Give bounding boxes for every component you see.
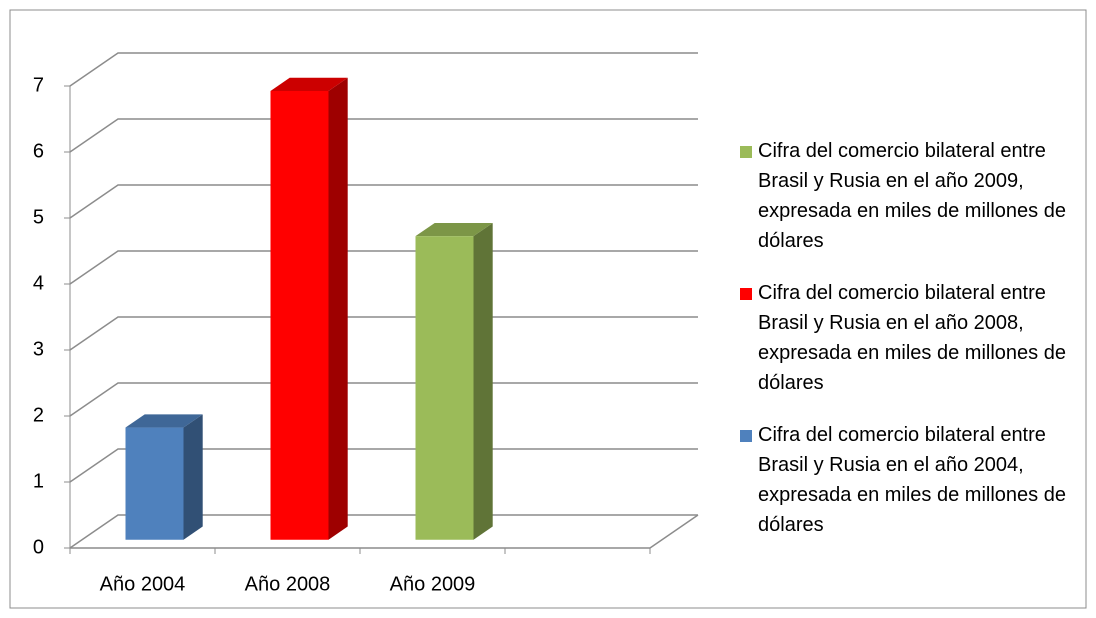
grid-line — [69, 316, 698, 351]
legend-swatch — [740, 430, 752, 442]
y-tick-label: 4 — [33, 272, 44, 294]
y-tick-label: 0 — [33, 536, 44, 558]
bar-side — [473, 222, 493, 540]
legend-entry: Cifra del comercio bilateral entre Brasi… — [740, 278, 1080, 398]
y-tick-label: 1 — [33, 470, 44, 492]
grid-line — [69, 52, 698, 87]
legend-entry: Cifra del comercio bilateral entre Brasi… — [740, 420, 1080, 540]
legend-swatch — [740, 288, 752, 300]
x-tick-label: Año 2009 — [390, 573, 476, 595]
y-tick-label: 2 — [33, 404, 44, 426]
y-tick-label: 3 — [33, 338, 44, 360]
bar-top — [415, 222, 493, 237]
legend-label: Cifra del comercio bilateral entre Brasi… — [758, 282, 1066, 394]
legend-label: Cifra del comercio bilateral entre Brasi… — [758, 424, 1066, 536]
x-tick-label: Año 2008 — [245, 573, 331, 595]
bar — [415, 236, 474, 540]
chart-frame — [9, 9, 1087, 609]
grid-line — [69, 448, 698, 483]
bar-side — [183, 414, 203, 540]
legend: Cifra del comercio bilateral entre Brasi… — [740, 136, 1080, 562]
grid-line — [69, 514, 698, 549]
bar-side — [328, 77, 348, 540]
legend-label: Cifra del comercio bilateral entre Brasi… — [758, 140, 1066, 252]
bar — [125, 427, 184, 540]
grid-line — [69, 118, 698, 153]
y-tick-label: 6 — [33, 140, 44, 162]
y-tick-label: 7 — [33, 74, 44, 96]
x-tick-label: Año 2004 — [100, 573, 186, 595]
grid-line — [69, 250, 698, 285]
grid-line — [69, 382, 698, 417]
legend-swatch — [740, 146, 752, 158]
bar-top — [270, 77, 348, 91]
legend-entry: Cifra del comercio bilateral entre Brasi… — [740, 136, 1080, 256]
bar-top — [125, 414, 203, 428]
y-tick-label: 5 — [33, 206, 44, 228]
bar — [270, 90, 329, 540]
grid-line — [69, 184, 698, 219]
